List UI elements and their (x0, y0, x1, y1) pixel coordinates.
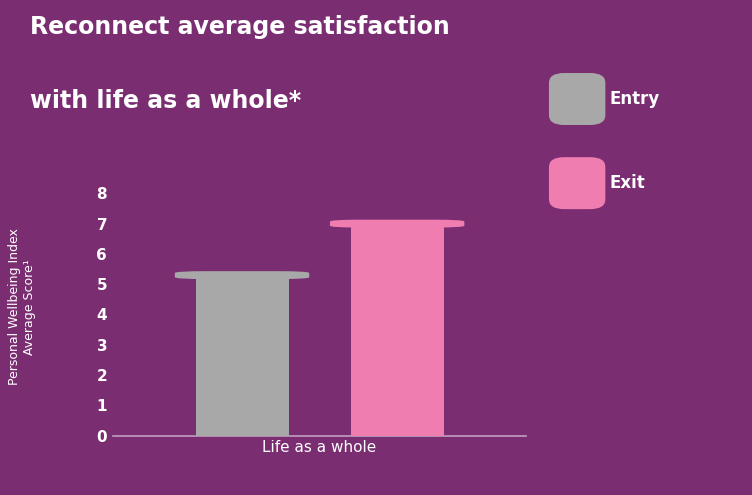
Bar (196, 275, 289, 436)
Text: Entry: Entry (609, 90, 660, 108)
FancyBboxPatch shape (174, 271, 309, 279)
Bar (350, 224, 444, 436)
FancyBboxPatch shape (330, 220, 465, 228)
Text: with life as a whole*: with life as a whole* (30, 89, 302, 113)
Text: Personal Wellbeing Index
Average Score¹: Personal Wellbeing Index Average Score¹ (8, 229, 36, 385)
Text: Exit: Exit (609, 174, 645, 192)
Text: Reconnect average satisfaction: Reconnect average satisfaction (30, 15, 450, 39)
